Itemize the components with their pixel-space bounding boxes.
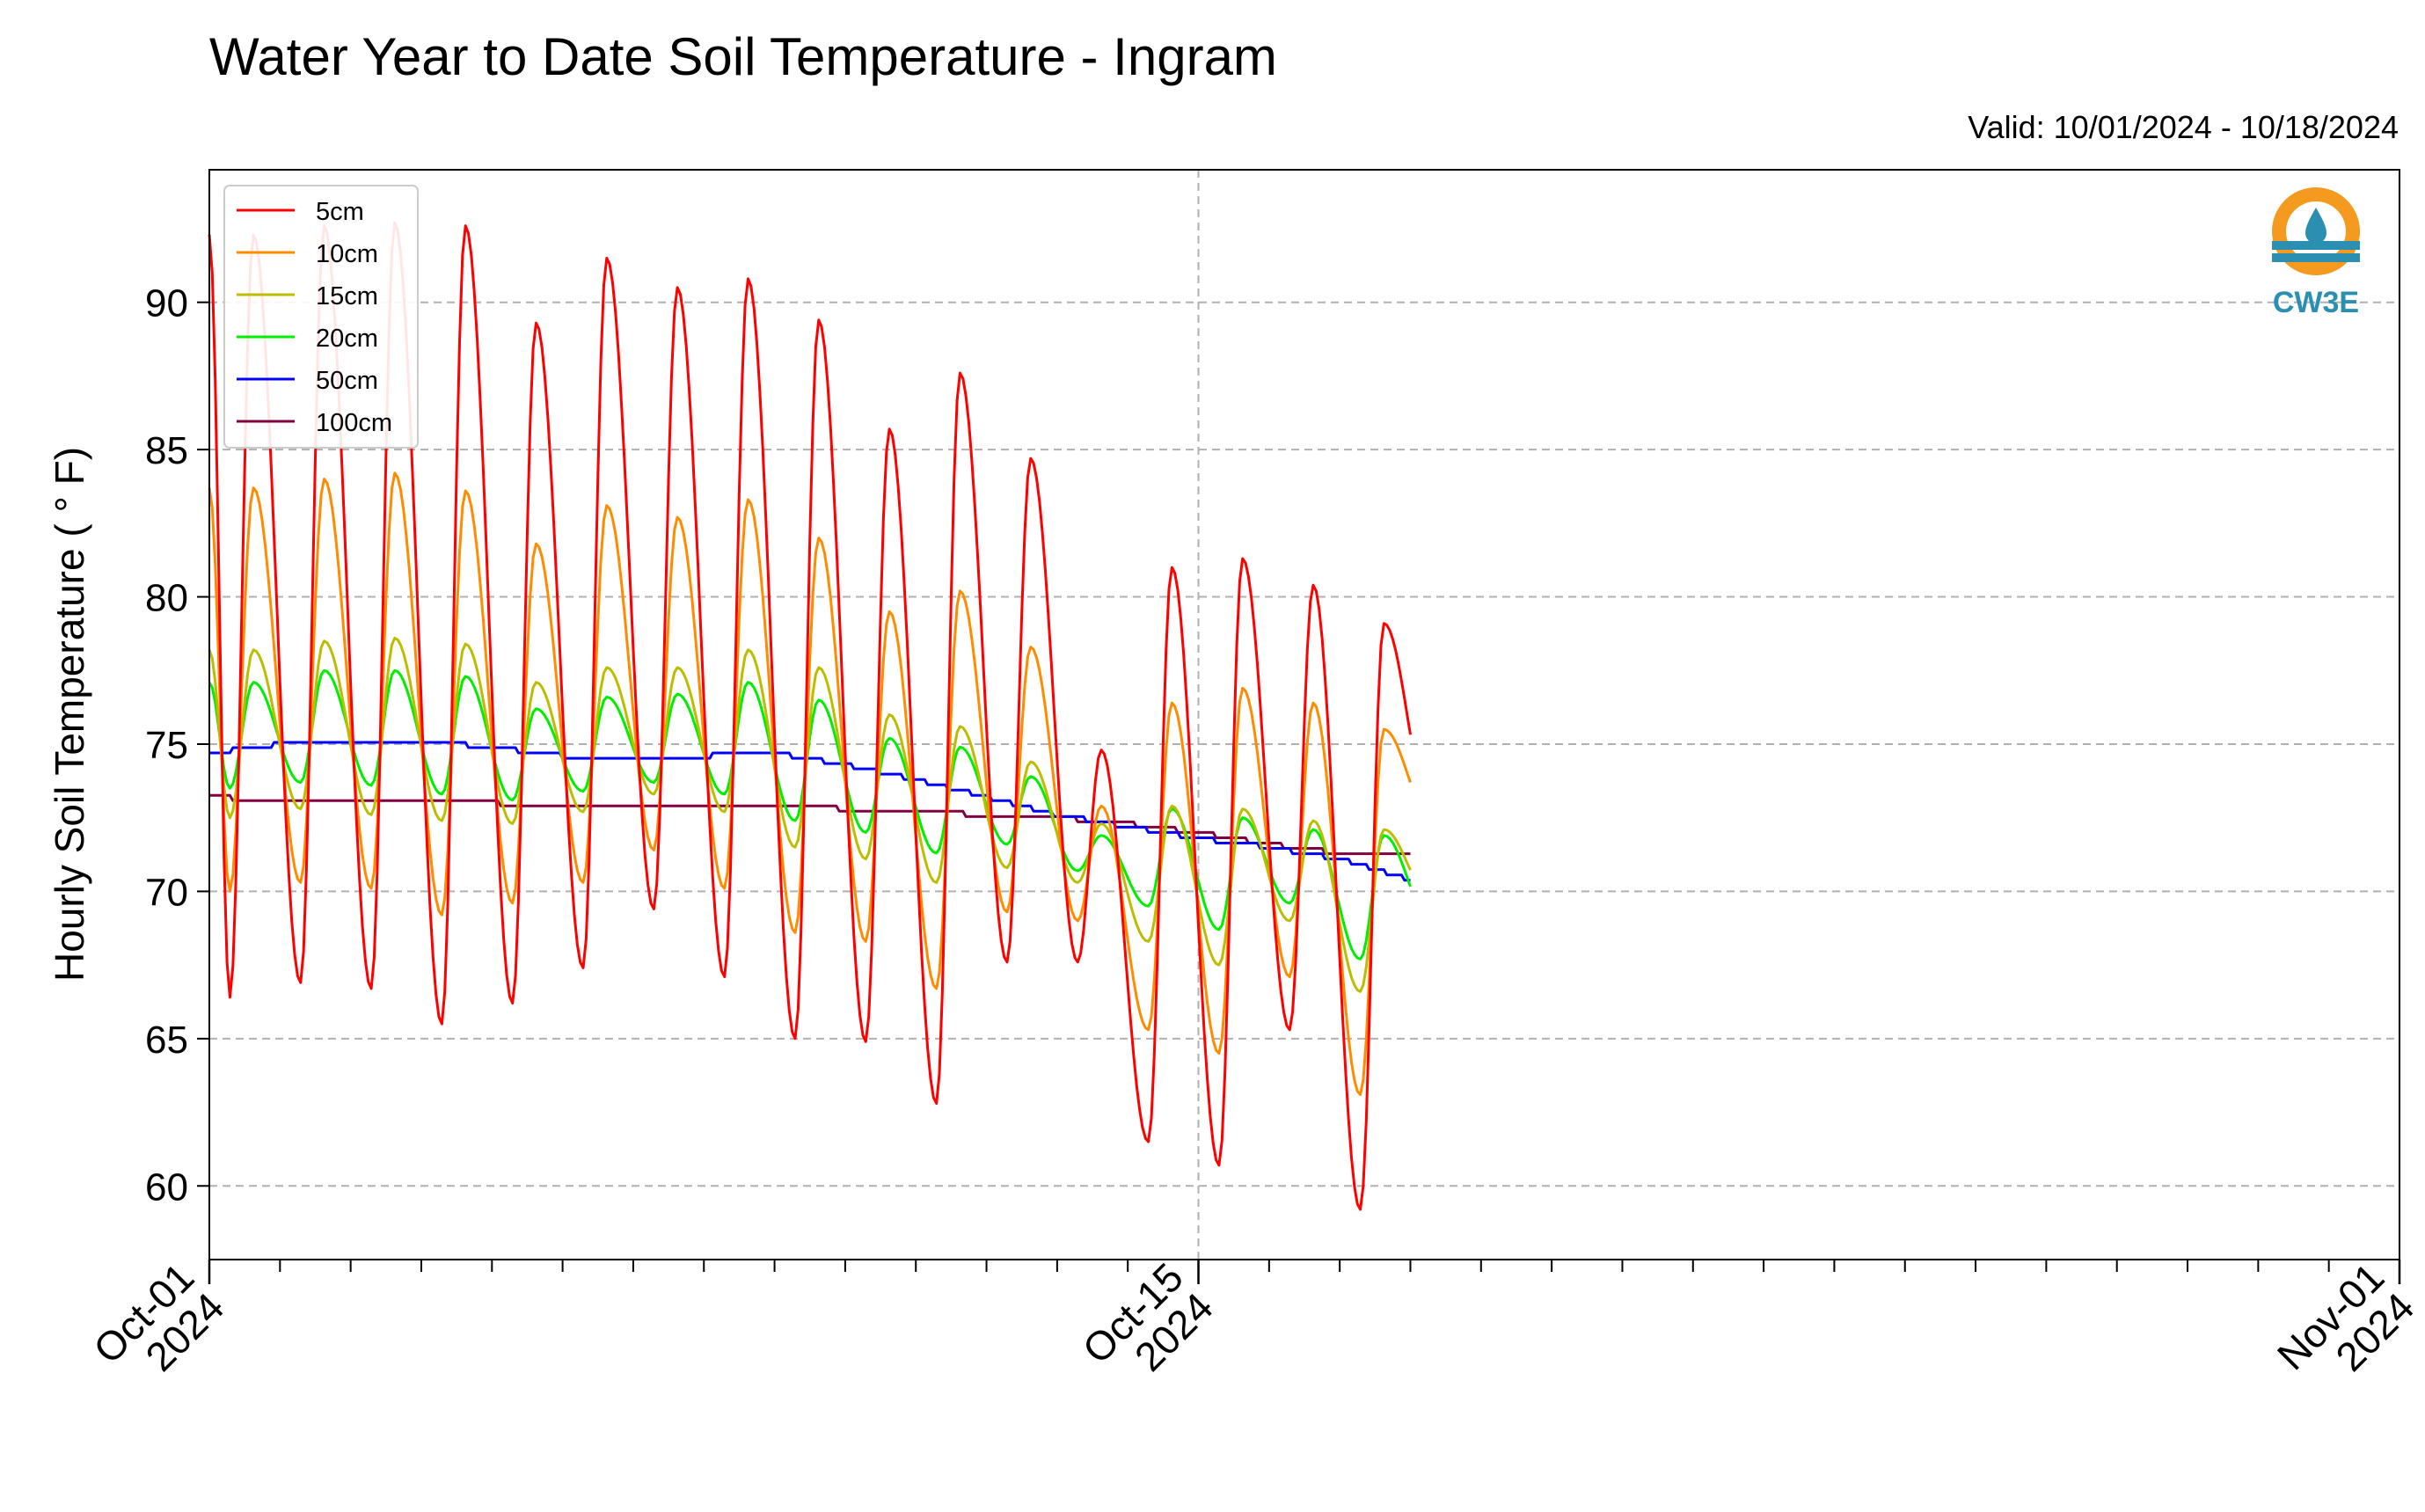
legend-label-10cm: 10cm bbox=[316, 240, 378, 268]
plot-frame bbox=[208, 169, 2400, 1260]
chart-title: Water Year to Date Soil Temperature - In… bbox=[209, 27, 1277, 86]
cw3e-logo: CW3E bbox=[2259, 183, 2373, 320]
legend: 5cm 10cm 15cm 20cm 50cm 100cm bbox=[223, 185, 419, 449]
series-line-50cm bbox=[209, 741, 1411, 882]
data-series bbox=[208, 221, 1412, 1211]
series-line-10cm bbox=[208, 471, 1412, 1096]
series-line-15cm bbox=[208, 636, 1412, 993]
y-tick-label: 85 bbox=[145, 429, 188, 472]
cw3e-logo-text: CW3E bbox=[2272, 286, 2360, 319]
valid-date-range: Valid: 10/01/2024 - 10/18/2024 bbox=[1968, 109, 2399, 145]
y-tick-label: 90 bbox=[145, 282, 188, 325]
cw3e-logo-icon bbox=[2272, 187, 2360, 275]
y-tick-label: 60 bbox=[145, 1165, 188, 1209]
legend-label-15cm: 15cm bbox=[316, 282, 378, 310]
legend-label-20cm: 20cm bbox=[316, 325, 378, 353]
y-tick-label: 80 bbox=[145, 577, 188, 620]
legend-label-100cm: 100cm bbox=[316, 409, 392, 437]
legend-label-5cm: 5cm bbox=[316, 198, 364, 226]
y-tick-label: 65 bbox=[145, 1019, 188, 1062]
legend-label-50cm: 50cm bbox=[316, 367, 378, 395]
y-tick-label: 70 bbox=[145, 871, 188, 914]
y-axis-label: Hourly Soil Temperature ( ° F) bbox=[47, 447, 92, 982]
series-line-100cm bbox=[209, 793, 1411, 856]
y-tick-label: 75 bbox=[145, 724, 188, 767]
